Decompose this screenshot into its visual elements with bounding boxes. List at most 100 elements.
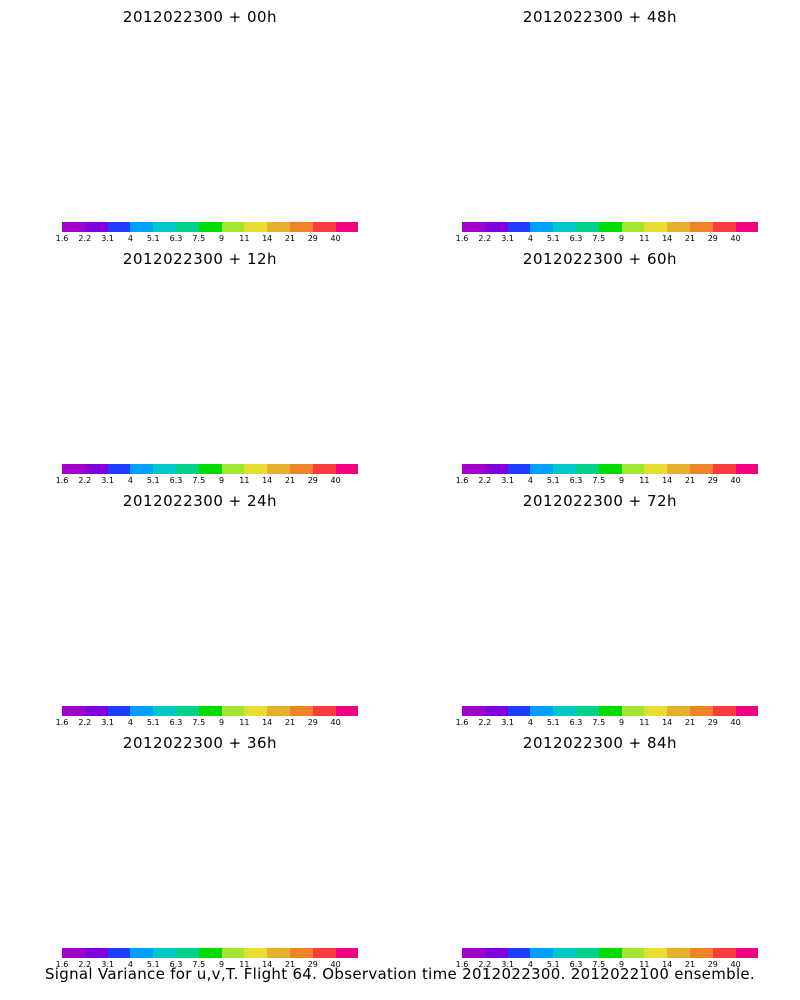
colorbar-label: 11 [639, 960, 650, 969]
colorbar-label: 5.1 [546, 234, 560, 243]
map-plot [400, 30, 444, 64]
variance-contour [152, 567, 248, 611]
variance-contour [166, 116, 218, 140]
colorbar-label: 14 [662, 476, 673, 485]
colorbar-label: 7.5 [192, 718, 206, 727]
colorbar-swatch [267, 706, 290, 716]
colorbar-label: 40 [730, 960, 741, 969]
colorbar-swatch [553, 706, 576, 716]
variance-contour [132, 98, 168, 118]
variance-contour [500, 322, 680, 392]
variance-contour [500, 798, 700, 878]
variance-contour [470, 544, 730, 644]
variance-contour [192, 174, 208, 186]
coastline [50, 532, 350, 624]
colorbar [462, 464, 759, 474]
colorbar-labels: 1.6 2.2 3.1 4 5.1 6.3 7.5 9 11 14 21 29 40 [50, 234, 370, 244]
colorbar-swatch [575, 948, 599, 958]
colorbar-label: 3.1 [101, 234, 114, 243]
colorbar-label: 6.3 [569, 234, 583, 243]
colorbar-label: 6.3 [569, 960, 583, 969]
colorbar-label: 2.2 [78, 718, 92, 727]
variance-contour [571, 347, 599, 367]
colorbar-label: 40 [730, 234, 741, 243]
colorbar-label: 7.5 [192, 960, 206, 969]
colorbar-label: 40 [330, 476, 341, 485]
colorbar-swatch [735, 706, 759, 716]
graticule [400, 756, 444, 790]
colorbar-swatch [289, 706, 313, 716]
colorbar-swatch [644, 464, 668, 474]
coastline [50, 48, 350, 140]
domain-boundary [400, 272, 403, 274]
colorbar-label: 1.6 [455, 960, 469, 969]
variance-contour [480, 307, 720, 397]
graticule [0, 272, 44, 306]
domain-boundary [0, 272, 3, 274]
colorbar-label: 1.6 [55, 960, 69, 969]
colorbar-label: 29 [707, 234, 718, 243]
colorbar-swatch [530, 222, 554, 232]
colorbar-label: 29 [307, 718, 318, 727]
colorbar-swatch [198, 222, 222, 232]
colorbar-label: 14 [662, 234, 673, 243]
colorbar-swatch [198, 706, 222, 716]
colorbar-label: 4 [527, 476, 533, 485]
colorbar [62, 706, 359, 716]
variance-contour [525, 332, 645, 382]
colorbar-label: 3.1 [501, 718, 514, 727]
domain-boundary [400, 30, 403, 32]
colorbar-swatch [598, 222, 622, 232]
colorbar-label: 6.3 [169, 718, 183, 727]
coastline [450, 290, 750, 382]
colorbar-label: 5.1 [146, 960, 160, 969]
variance-contour [470, 786, 730, 886]
colorbar-swatch [484, 222, 508, 232]
colorbar-swatch [462, 948, 485, 958]
colorbar-label: 21 [684, 234, 696, 243]
colorbar-swatch [689, 948, 713, 958]
colorbar-label: 2.2 [78, 234, 92, 243]
colorbar-swatch [267, 948, 290, 958]
variance-contour [550, 339, 620, 375]
variance-contour [215, 896, 255, 916]
colorbar-swatch [198, 948, 222, 958]
map-plot [0, 272, 44, 306]
colorbar-label: 29 [307, 960, 318, 969]
colorbar-label: 1.6 [55, 234, 69, 243]
colorbar [62, 464, 359, 474]
colorbar-labels: 1.6 2.2 3.1 4 5.1 6.3 7.5 9 11 14 21 29 40 [450, 960, 770, 970]
colorbar-swatch [735, 222, 759, 232]
colorbar-swatch [267, 464, 290, 474]
colorbar-swatch [62, 222, 85, 232]
colorbar-swatch [667, 706, 690, 716]
map-plot [400, 514, 730, 644]
colorbar [462, 706, 759, 716]
graticule [0, 514, 44, 548]
variance-contour [460, 297, 740, 407]
variance-contour [450, 534, 455, 578]
colorbar-swatch [621, 464, 645, 474]
colorbar-label: 2.2 [478, 234, 492, 243]
colorbar-swatch [553, 222, 576, 232]
variance-contour [570, 831, 610, 851]
colorbar-label: 11 [239, 718, 250, 727]
graticule [400, 272, 444, 306]
colorbar-label: 14 [662, 718, 673, 727]
colorbar-label: 40 [330, 234, 341, 243]
colorbar-label: 5.1 [146, 718, 160, 727]
colorbar-label: 7.5 [592, 476, 606, 485]
panel-title: 2012022300 + 24h [122, 492, 278, 510]
colorbar-swatch [84, 464, 108, 474]
colorbar-swatch [312, 222, 336, 232]
variance-contour [240, 796, 300, 846]
colorbar-swatch [244, 706, 268, 716]
variance-contour [228, 179, 252, 191]
colorbar-swatch [598, 948, 622, 958]
colorbar-swatch [575, 222, 599, 232]
variance-contour [520, 811, 670, 871]
map-plot [0, 756, 300, 916]
colorbar-swatch [484, 464, 508, 474]
map-plot [0, 30, 350, 191]
colorbar-swatch [289, 222, 313, 232]
